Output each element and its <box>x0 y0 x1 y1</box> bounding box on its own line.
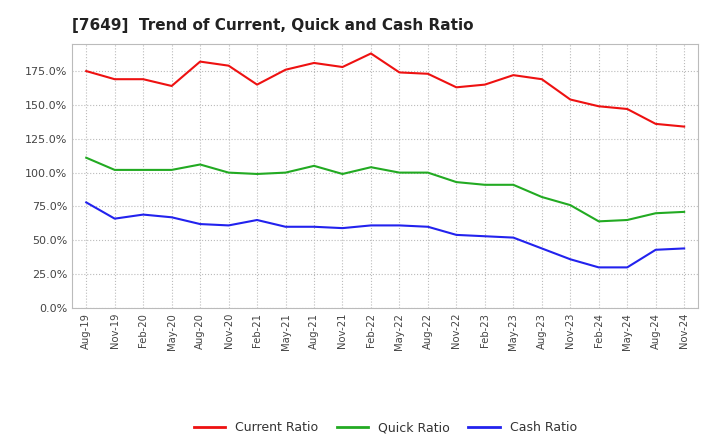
Quick Ratio <box>480 182 489 187</box>
Line: Cash Ratio: Cash Ratio <box>86 202 684 268</box>
Legend: Current Ratio, Quick Ratio, Cash Ratio: Current Ratio, Quick Ratio, Cash Ratio <box>189 416 582 439</box>
Cash Ratio <box>82 200 91 205</box>
Quick Ratio <box>537 194 546 200</box>
Current Ratio <box>225 63 233 68</box>
Quick Ratio <box>452 180 461 185</box>
Cash Ratio <box>423 224 432 229</box>
Current Ratio <box>480 82 489 87</box>
Current Ratio <box>196 59 204 64</box>
Current Ratio <box>623 106 631 112</box>
Quick Ratio <box>310 163 318 169</box>
Quick Ratio <box>680 209 688 215</box>
Quick Ratio <box>366 165 375 170</box>
Current Ratio <box>310 60 318 66</box>
Quick Ratio <box>225 170 233 175</box>
Quick Ratio <box>338 171 347 176</box>
Quick Ratio <box>566 202 575 208</box>
Cash Ratio <box>452 232 461 238</box>
Cash Ratio <box>652 247 660 253</box>
Cash Ratio <box>509 235 518 240</box>
Cash Ratio <box>167 215 176 220</box>
Quick Ratio <box>110 167 119 172</box>
Line: Quick Ratio: Quick Ratio <box>86 158 684 221</box>
Cash Ratio <box>595 265 603 270</box>
Current Ratio <box>509 73 518 78</box>
Current Ratio <box>282 67 290 72</box>
Current Ratio <box>110 77 119 82</box>
Quick Ratio <box>423 170 432 175</box>
Current Ratio <box>253 82 261 87</box>
Cash Ratio <box>282 224 290 229</box>
Cash Ratio <box>225 223 233 228</box>
Current Ratio <box>366 51 375 56</box>
Current Ratio <box>680 124 688 129</box>
Cash Ratio <box>537 246 546 251</box>
Cash Ratio <box>395 223 404 228</box>
Quick Ratio <box>167 167 176 172</box>
Current Ratio <box>338 64 347 70</box>
Current Ratio <box>452 84 461 90</box>
Quick Ratio <box>196 162 204 167</box>
Quick Ratio <box>139 167 148 172</box>
Quick Ratio <box>623 217 631 223</box>
Quick Ratio <box>595 219 603 224</box>
Line: Current Ratio: Current Ratio <box>86 54 684 127</box>
Cash Ratio <box>139 212 148 217</box>
Cash Ratio <box>566 257 575 262</box>
Cash Ratio <box>623 265 631 270</box>
Cash Ratio <box>196 221 204 227</box>
Quick Ratio <box>282 170 290 175</box>
Current Ratio <box>566 97 575 102</box>
Quick Ratio <box>253 171 261 176</box>
Current Ratio <box>652 121 660 127</box>
Quick Ratio <box>395 170 404 175</box>
Current Ratio <box>423 71 432 77</box>
Cash Ratio <box>366 223 375 228</box>
Current Ratio <box>82 69 91 74</box>
Cash Ratio <box>338 225 347 231</box>
Current Ratio <box>395 70 404 75</box>
Cash Ratio <box>480 234 489 239</box>
Quick Ratio <box>652 211 660 216</box>
Cash Ratio <box>110 216 119 221</box>
Current Ratio <box>537 77 546 82</box>
Cash Ratio <box>680 246 688 251</box>
Cash Ratio <box>310 224 318 229</box>
Current Ratio <box>167 83 176 88</box>
Quick Ratio <box>82 155 91 160</box>
Current Ratio <box>139 77 148 82</box>
Cash Ratio <box>253 217 261 223</box>
Text: [7649]  Trend of Current, Quick and Cash Ratio: [7649] Trend of Current, Quick and Cash … <box>72 18 474 33</box>
Quick Ratio <box>509 182 518 187</box>
Current Ratio <box>595 104 603 109</box>
